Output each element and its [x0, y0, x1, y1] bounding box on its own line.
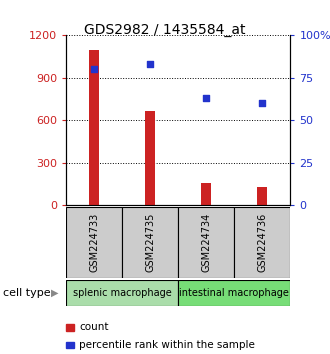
Bar — [66, 280, 178, 306]
Text: ▶: ▶ — [51, 288, 59, 298]
Bar — [257, 187, 267, 205]
Bar — [201, 183, 211, 205]
Text: percentile rank within the sample: percentile rank within the sample — [79, 340, 255, 350]
Text: GSM224734: GSM224734 — [201, 213, 211, 272]
Text: cell type: cell type — [3, 288, 51, 298]
Bar — [145, 111, 155, 205]
Bar — [234, 207, 290, 278]
Bar — [178, 280, 290, 306]
Point — [260, 101, 265, 106]
Bar — [178, 207, 234, 278]
Text: GSM224733: GSM224733 — [89, 213, 99, 272]
Text: splenic macrophage: splenic macrophage — [73, 288, 172, 298]
Point — [148, 62, 153, 67]
Text: GDS2982 / 1435584_at: GDS2982 / 1435584_at — [84, 23, 246, 37]
Bar — [66, 207, 122, 278]
Text: GSM224736: GSM224736 — [257, 213, 267, 272]
Point — [204, 96, 209, 101]
Point — [91, 67, 97, 72]
Text: count: count — [79, 322, 109, 332]
Bar — [89, 50, 99, 205]
Text: GSM224735: GSM224735 — [145, 213, 155, 272]
Bar — [122, 207, 178, 278]
Text: intestinal macrophage: intestinal macrophage — [180, 288, 289, 298]
